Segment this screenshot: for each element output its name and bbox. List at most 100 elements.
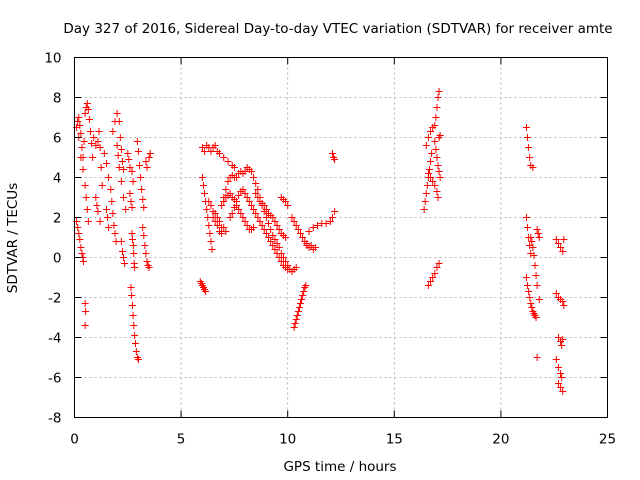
data-point bbox=[558, 374, 566, 381]
data-point bbox=[245, 198, 253, 205]
data-point bbox=[558, 342, 566, 349]
data-point bbox=[241, 218, 249, 225]
data-point bbox=[206, 230, 214, 237]
data-point bbox=[215, 150, 223, 157]
data-point bbox=[129, 178, 137, 185]
data-point bbox=[271, 236, 279, 243]
data-point bbox=[533, 282, 541, 289]
data-point bbox=[115, 118, 123, 125]
data-point bbox=[277, 258, 285, 265]
data-point bbox=[530, 252, 538, 259]
data-point bbox=[282, 234, 290, 241]
y-tick-label: 2 bbox=[53, 211, 62, 227]
data-point bbox=[260, 226, 268, 233]
data-point bbox=[226, 214, 234, 221]
data-point bbox=[552, 290, 560, 297]
data-point bbox=[322, 220, 330, 227]
data-point bbox=[262, 214, 270, 221]
data-point bbox=[130, 322, 138, 329]
data-point bbox=[211, 210, 219, 217]
data-point bbox=[218, 230, 226, 237]
data-point bbox=[250, 206, 258, 213]
data-point bbox=[76, 122, 84, 129]
data-point bbox=[120, 166, 128, 173]
data-point bbox=[525, 288, 533, 295]
data-point bbox=[533, 354, 541, 361]
data-point bbox=[142, 250, 150, 257]
data-point bbox=[427, 158, 435, 165]
data-point bbox=[239, 214, 247, 221]
data-point bbox=[136, 162, 144, 169]
data-point bbox=[122, 206, 130, 213]
data-point bbox=[258, 222, 266, 229]
data-point bbox=[431, 138, 439, 145]
data-point bbox=[118, 158, 126, 165]
data-point bbox=[84, 218, 92, 225]
y-tick-label: -6 bbox=[48, 371, 61, 387]
data-point bbox=[435, 260, 443, 267]
data-point bbox=[436, 132, 444, 139]
data-point bbox=[90, 134, 98, 141]
data-point bbox=[94, 138, 102, 145]
data-point bbox=[262, 230, 270, 237]
data-point bbox=[83, 206, 91, 213]
x-axis-label: GPS time / hours bbox=[283, 459, 396, 475]
data-point bbox=[129, 312, 137, 319]
data-point bbox=[314, 222, 322, 229]
data-point bbox=[208, 246, 216, 253]
data-point bbox=[126, 190, 134, 197]
data-point bbox=[552, 356, 560, 363]
data-point bbox=[139, 224, 147, 231]
data-point bbox=[525, 144, 533, 151]
data-point bbox=[560, 236, 568, 243]
data-point bbox=[211, 218, 219, 225]
data-point bbox=[243, 194, 251, 201]
data-point bbox=[252, 180, 260, 187]
data-point bbox=[128, 302, 136, 309]
data-point bbox=[224, 178, 232, 185]
data-point bbox=[269, 242, 277, 249]
data-point bbox=[292, 316, 300, 323]
data-point bbox=[532, 314, 540, 321]
data-point bbox=[328, 214, 336, 221]
data-point bbox=[222, 186, 230, 193]
data-point bbox=[424, 170, 432, 177]
y-tick-label: 4 bbox=[53, 171, 62, 187]
data-point bbox=[209, 214, 217, 221]
data-point bbox=[423, 182, 431, 189]
data-point bbox=[79, 166, 87, 173]
data-point bbox=[235, 192, 243, 199]
data-point bbox=[89, 154, 97, 161]
data-point bbox=[93, 202, 101, 209]
data-point bbox=[522, 274, 530, 281]
data-point bbox=[305, 228, 313, 235]
data-point bbox=[275, 226, 283, 233]
y-tick-label: -2 bbox=[48, 291, 61, 307]
data-point bbox=[230, 204, 238, 211]
data-point bbox=[433, 104, 441, 111]
data-point bbox=[222, 228, 230, 235]
data-point bbox=[535, 296, 543, 303]
x-tick-label: 0 bbox=[70, 432, 79, 448]
data-point bbox=[113, 110, 121, 117]
data-point bbox=[559, 388, 567, 395]
data-point bbox=[105, 224, 113, 231]
data-point bbox=[97, 164, 105, 171]
y-tick-label: 10 bbox=[44, 51, 61, 67]
data-point bbox=[296, 230, 304, 237]
data-point bbox=[554, 334, 562, 341]
data-point bbox=[228, 210, 236, 217]
data-point bbox=[307, 242, 315, 249]
data-point bbox=[109, 210, 117, 217]
data-point bbox=[288, 214, 296, 221]
data-point bbox=[284, 202, 292, 209]
data-point bbox=[131, 340, 139, 347]
data-point bbox=[116, 134, 124, 141]
data-point bbox=[291, 320, 299, 327]
data-point bbox=[134, 148, 142, 155]
data-point bbox=[282, 198, 290, 205]
data-point bbox=[535, 234, 543, 241]
data-point bbox=[292, 264, 300, 271]
x-tick-label: 10 bbox=[279, 432, 296, 448]
data-point bbox=[127, 284, 135, 291]
